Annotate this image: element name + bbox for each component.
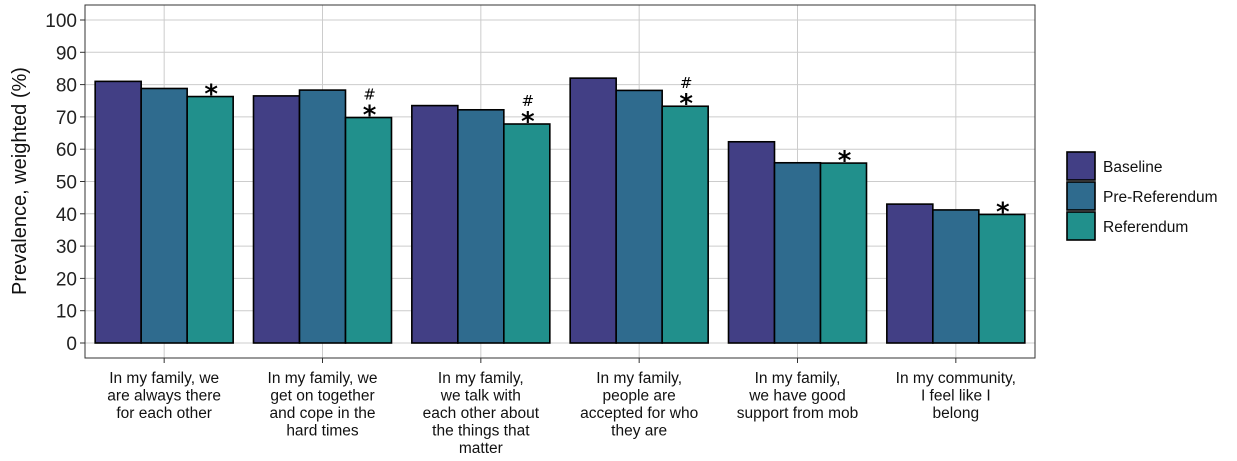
significance-hash: # xyxy=(363,86,376,104)
bar-baseline-3 xyxy=(569,77,617,344)
x-tick-label-line: matter xyxy=(459,440,503,457)
bar-referendum-2 xyxy=(503,123,551,344)
y-tick-label: 40 xyxy=(56,205,77,226)
y-tick-label: 100 xyxy=(45,11,77,32)
legend-swatch-referendum xyxy=(1066,211,1096,241)
x-tick-label-line: In my family, xyxy=(438,370,524,387)
significance-hash: # xyxy=(680,74,693,92)
x-tick-label-line: In my family, xyxy=(596,370,682,387)
bar-referendum-3 xyxy=(661,105,709,344)
x-tick-label-line: In my family, xyxy=(755,370,841,387)
y-tick-label: 30 xyxy=(56,237,77,258)
legend-label: Baseline xyxy=(1103,159,1162,176)
x-tick-label-line: they are xyxy=(611,423,667,440)
bar-baseline-2 xyxy=(411,104,459,344)
legend-swatch-baseline xyxy=(1066,151,1096,181)
legend-label: Pre-Referendum xyxy=(1103,189,1218,206)
x-tick-label-line: I feel like I xyxy=(921,388,991,405)
x-tick-label-line: we have good xyxy=(748,388,846,405)
x-tick-label-line: support from mob xyxy=(737,405,858,422)
y-tick-label: 20 xyxy=(56,269,77,290)
x-tick-label-line: and cope in the xyxy=(269,405,375,422)
x-tick-label-line: accepted for who xyxy=(580,405,698,422)
significance-hash: # xyxy=(522,92,535,110)
bar-pre-referendum-1 xyxy=(298,89,347,344)
bar-referendum-4 xyxy=(819,162,868,344)
bars-group xyxy=(94,77,1026,344)
y-tick-label: 80 xyxy=(56,76,77,97)
legend-swatch-pre-referendum xyxy=(1066,181,1096,211)
bar-referendum-1 xyxy=(344,116,393,344)
bar-baseline-1 xyxy=(252,95,301,344)
significance-star: * xyxy=(521,107,535,137)
y-axis-title: Prevalence, weighted (%) xyxy=(9,67,31,295)
bar-baseline-0 xyxy=(94,80,142,344)
x-tick-label-line: In my community, xyxy=(896,370,1016,387)
significance-annotations: **#*# *#** xyxy=(204,74,1010,227)
x-tick-label-line: people are xyxy=(603,388,676,405)
significance-star: * xyxy=(996,197,1010,227)
x-tick-label-line: get on together xyxy=(270,388,374,405)
bar-pre-referendum-2 xyxy=(457,108,505,344)
x-tick-label-line: for each other xyxy=(116,405,212,422)
x-tick-label-line: belong xyxy=(933,405,980,422)
bar-pre-referendum-3 xyxy=(615,89,663,344)
y-tick-label: 0 xyxy=(66,334,77,355)
y-axis: 0 10 20 30 40 50 60 70 80 90 100 xyxy=(45,11,85,355)
y-tick-label: 50 xyxy=(56,173,77,194)
significance-star: * xyxy=(679,89,693,119)
bar-referendum-0 xyxy=(186,95,234,344)
significance-star: * xyxy=(204,80,218,110)
y-tick-label: 70 xyxy=(56,108,77,129)
y-tick-label: 90 xyxy=(56,43,77,64)
x-tick-label-line: In my family, we xyxy=(109,370,219,387)
x-tick-label-line: are always there xyxy=(107,388,221,405)
legend-label: Referendum xyxy=(1103,219,1188,236)
x-tick-label-line: In my family, we xyxy=(268,370,378,387)
bar-pre-referendum-5 xyxy=(932,209,980,344)
bar-baseline-4 xyxy=(727,140,776,344)
x-tick-label-line: hard times xyxy=(286,423,359,440)
bar-referendum-5 xyxy=(978,213,1026,344)
legend: Baseline Pre-Referendum Referendum xyxy=(1066,151,1218,241)
bar-pre-referendum-0 xyxy=(140,87,188,344)
bar-baseline-5 xyxy=(886,203,934,344)
x-tick-label-line: the things that xyxy=(432,423,530,440)
y-tick-label: 10 xyxy=(56,302,77,323)
x-tick-label-line: each other about xyxy=(423,405,540,422)
y-tick-label: 60 xyxy=(56,140,77,161)
significance-star: * xyxy=(838,146,852,176)
x-tick-label-line: we talk with xyxy=(440,388,521,405)
significance-star: * xyxy=(363,101,377,131)
bar-pre-referendum-4 xyxy=(773,161,822,344)
major-gridlines xyxy=(85,19,1035,344)
